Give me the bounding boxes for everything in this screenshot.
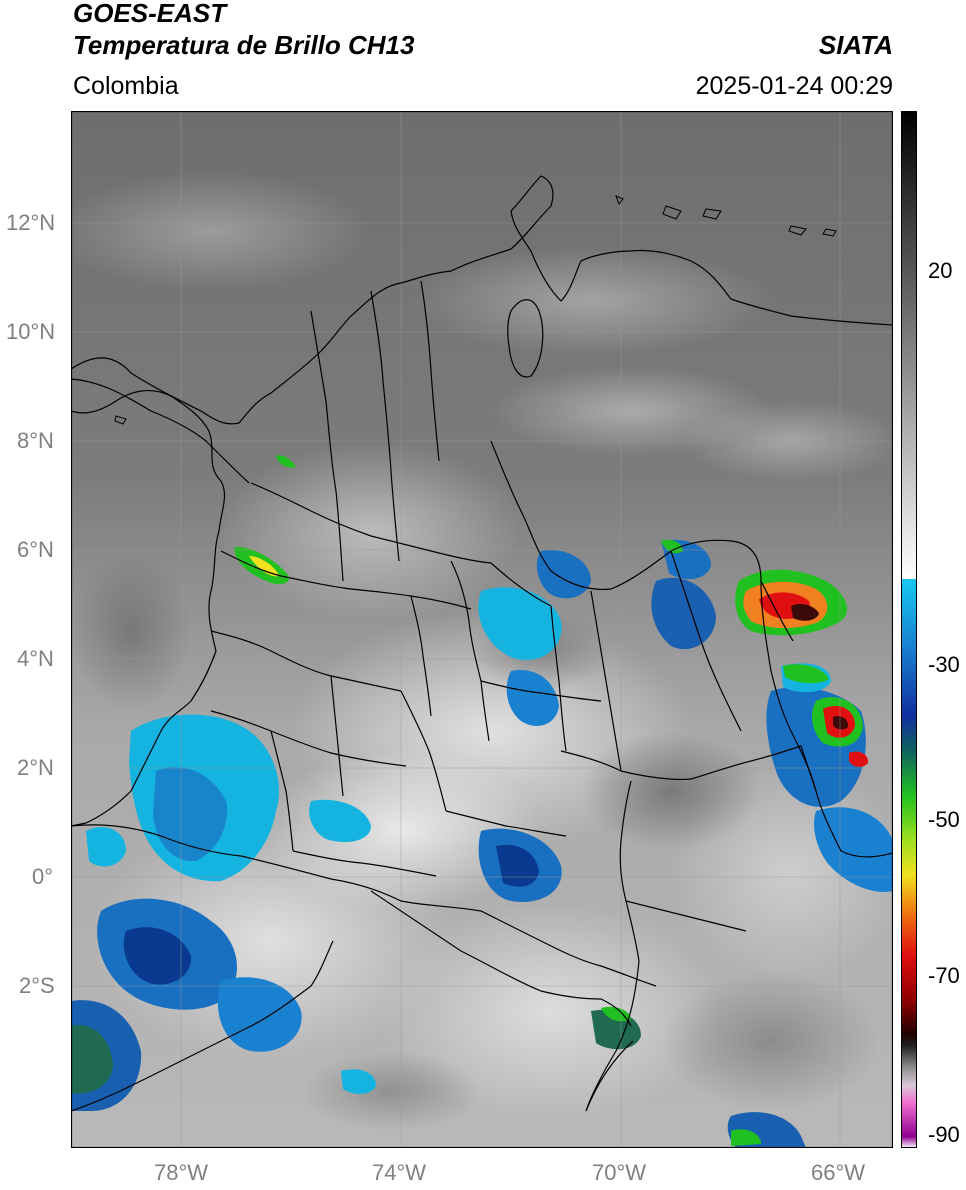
colorbar-tick-label: -30	[928, 652, 960, 677]
lon-tick-label: 70°W	[592, 1160, 647, 1185]
title-line-2: Temperatura de Brillo CH13	[73, 30, 415, 60]
timestamp-label: 2025-01-24 00:29	[695, 72, 893, 100]
islands	[114, 195, 837, 425]
lon-tick-label: 66°W	[811, 1160, 866, 1185]
colorbar-tick-label: -50	[928, 807, 960, 832]
cloud-texture	[71, 171, 893, 1131]
colorbar-tick-label: -90	[928, 1122, 960, 1147]
colorbar-warm-segment	[901, 111, 917, 579]
lat-tick-label: 4°N	[17, 646, 54, 671]
colorbar-border	[901, 111, 917, 1148]
lon-tick-label: 74°W	[372, 1160, 427, 1185]
satellite-map	[71, 111, 893, 1148]
lat-tick-label: 6°N	[17, 537, 54, 562]
lat-tick-label: 2°N	[17, 755, 54, 780]
gridlines	[71, 111, 893, 1148]
title-line-1: GOES-EAST	[73, 0, 227, 28]
lat-tick-label: 10°N	[6, 319, 56, 344]
lon-tick-label: 78°W	[154, 1160, 209, 1185]
map-border	[71, 111, 893, 1148]
map-canvas	[71, 111, 893, 1148]
colorbar-cold-segment	[901, 579, 917, 1148]
agency-label: SIATA	[818, 30, 893, 60]
region-label: Colombia	[73, 72, 179, 100]
colorbar-tick-label: -70	[928, 963, 960, 988]
lat-tick-label: 2°S	[19, 973, 55, 998]
lat-tick-label: 12°N	[6, 210, 56, 235]
colorbar	[901, 111, 921, 1148]
colorbar-tick-label: 20	[928, 258, 953, 283]
country-borders	[71, 175, 893, 1112]
colorbar-scale	[901, 111, 921, 1148]
lat-tick-label: 0°	[32, 864, 54, 889]
lat-tick-label: 8°N	[17, 428, 54, 453]
